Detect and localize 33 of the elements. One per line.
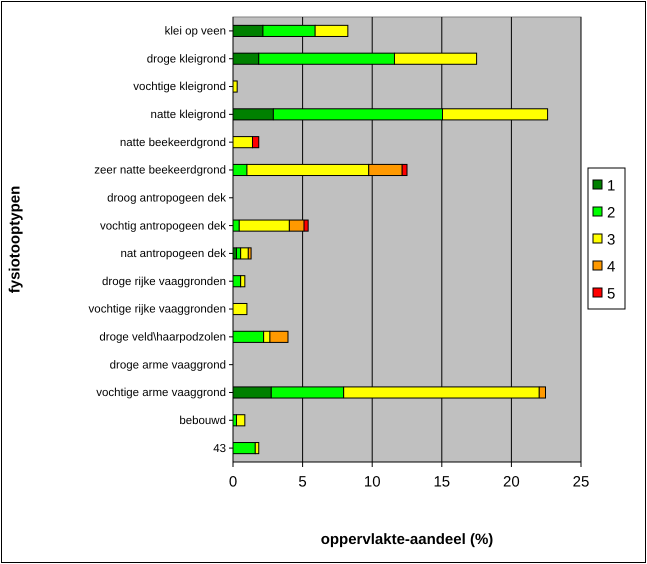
y-tick-label: droge kleigrond (146, 53, 226, 66)
x-tick-label: 20 (503, 474, 520, 490)
x-tick-label: 25 (572, 474, 590, 490)
y-tick-label: droog antropogeen dek (107, 192, 226, 204)
y-tick-label: droge arme vaaggrond (110, 359, 226, 372)
y-tick-label: zeer natte beekeerdgrond (94, 164, 226, 177)
legend-label: 2 (607, 204, 616, 222)
bar (232, 442, 256, 454)
y-tick-label: nat antropogeen dek (120, 248, 226, 260)
legend-label: 5 (607, 285, 616, 302)
y-tick-label: natte beekeerdgrond (120, 136, 226, 149)
x-tick-label: 10 (364, 474, 381, 490)
y-tick-label: droge veld\haarpodzolen (99, 332, 226, 344)
y-tick-label: 43 (213, 442, 226, 455)
y-axis-title: fysiotooptypen (6, 186, 24, 294)
y-tick-label: droge rijke vaaggronden (102, 276, 226, 288)
x-tick-label: 5 (298, 474, 307, 490)
y-tick-label: vochtig antropogeen dek (100, 220, 226, 232)
bar (240, 247, 249, 260)
bar (232, 302, 248, 316)
legend-label: 3 (607, 231, 616, 248)
y-tick-label: vochtige kleigrond (133, 81, 226, 94)
y-tick-label: klei op veen (164, 26, 226, 38)
bar (236, 414, 246, 426)
y-tick-label: vochtige rijke vaaggronden (88, 304, 226, 316)
x-tick-label: 15 (433, 474, 450, 490)
x-axis-title: oppervlakte-aandeel (%) (320, 531, 494, 548)
y-tick-label: natte kleigrond (150, 109, 226, 122)
y-tick-label: bebouwd (179, 414, 226, 427)
x-tick-label: 0 (228, 474, 238, 490)
y-tick-label: vochtige arme vaaggrond (96, 387, 226, 400)
legend-label: 4 (607, 258, 616, 276)
legend-label: 1 (607, 177, 616, 194)
